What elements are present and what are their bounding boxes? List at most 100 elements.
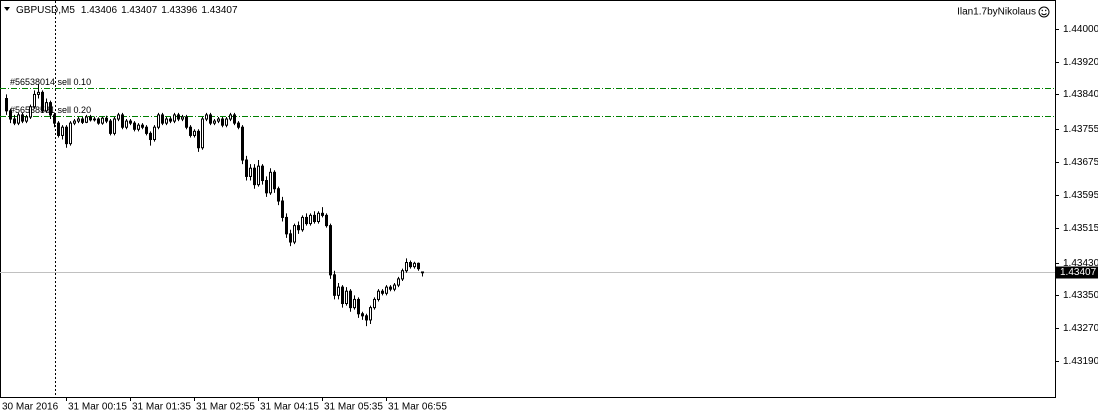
candle-body	[5, 98, 8, 112]
candle-body	[273, 171, 276, 190]
header-high: 1.43407	[121, 5, 158, 16]
candle-body	[405, 262, 408, 272]
candle-body	[185, 116, 188, 128]
candle-body	[165, 118, 168, 124]
candle-body	[9, 110, 12, 120]
candle-body	[417, 262, 420, 270]
symbol-menu-arrow[interactable]	[4, 7, 10, 11]
x-tick-label: 31 Mar 06:55	[388, 402, 447, 413]
candle-body	[361, 313, 364, 317]
candle-body	[225, 118, 228, 126]
candle-body	[177, 114, 180, 120]
candle-body	[161, 114, 164, 124]
candle-body	[249, 167, 252, 177]
plot-frame	[0, 0, 1056, 398]
candle-body	[201, 118, 204, 149]
x-tick-label: 30 Mar 2016	[2, 402, 59, 413]
candle-body	[149, 132, 152, 141]
x-tick-label: 31 Mar 04:15	[260, 402, 319, 413]
candle-body	[309, 214, 312, 225]
price-box	[1056, 266, 1098, 279]
candle-body	[209, 114, 212, 124]
candle-body	[121, 114, 124, 128]
candle-body	[57, 122, 60, 136]
candle-body	[173, 114, 176, 122]
candle-body	[213, 120, 216, 124]
candle-body	[305, 216, 308, 225]
candle-body	[125, 120, 128, 128]
candle-body	[181, 116, 184, 120]
y-tick-label: 1.43350	[1063, 290, 1098, 301]
candle-body	[281, 200, 284, 218]
order-label: #56538014 sell 0.10	[10, 77, 91, 87]
candle-body	[29, 106, 32, 118]
candle-body	[257, 165, 260, 186]
y-tick-label: 1.43190	[1063, 356, 1098, 367]
y-tick-label: 1.43675	[1063, 157, 1098, 168]
chart-header: GBPUSD,M5 1.43406 1.43407 1.43396 1.43407	[16, 5, 238, 16]
y-tick-label: 1.43515	[1063, 223, 1098, 234]
candle-body	[277, 188, 280, 202]
candle-body	[13, 118, 16, 124]
candle-body	[297, 225, 300, 231]
candle-body	[413, 262, 416, 268]
candle-body	[89, 116, 92, 121]
x-tick-label: 31 Mar 05:35	[324, 402, 383, 413]
candle-body	[369, 307, 372, 321]
candle-body	[105, 117, 108, 122]
candle-body	[341, 286, 344, 305]
smiley-icon	[1038, 6, 1050, 18]
x-tick-label: 31 Mar 02:55	[196, 402, 255, 413]
candle-body	[137, 124, 140, 130]
candle-body	[357, 298, 360, 315]
expert-name: Ilan1.7byNikolaus	[957, 7, 1036, 18]
candle-body	[345, 290, 348, 305]
candle-body	[313, 214, 316, 223]
candle-body	[49, 102, 52, 116]
candle-body	[77, 118, 80, 122]
candle-body	[73, 120, 76, 124]
candle-body	[261, 165, 264, 182]
candle-body	[193, 130, 196, 136]
candle-body	[113, 118, 116, 134]
candle-body	[93, 118, 96, 121]
candle-body	[21, 114, 24, 122]
y-tick-label: 1.43920	[1063, 57, 1098, 68]
candle-body	[389, 286, 392, 290]
candle-body	[285, 216, 288, 235]
y-tick-label: 1.43430	[1063, 258, 1098, 269]
candle-body	[321, 212, 324, 216]
x-tick-label: 31 Mar 01:35	[132, 402, 191, 413]
candle-body	[85, 116, 88, 123]
candle-body	[25, 116, 28, 122]
candle-body	[317, 212, 320, 223]
candle-body	[269, 171, 272, 194]
candle-body	[157, 114, 160, 128]
candle-body	[325, 214, 328, 227]
candle-body	[37, 91, 40, 95]
price-box-label: 1.43407	[1060, 267, 1097, 278]
candle-body	[381, 290, 384, 294]
y-tick-label: 1.43755	[1063, 124, 1098, 135]
candle-body	[401, 270, 404, 280]
candle-body	[293, 225, 296, 243]
candle-body	[233, 114, 236, 124]
candle-body	[337, 286, 340, 296]
candle-body	[217, 118, 220, 122]
candle-body	[153, 126, 156, 141]
candle-body	[409, 262, 412, 268]
candle-body	[109, 120, 112, 134]
smiley-eye	[1045, 9, 1047, 12]
candle-body	[69, 122, 72, 145]
x-tick-label: 31 Mar 00:15	[68, 402, 127, 413]
candle-body	[393, 284, 396, 290]
candle-body	[237, 122, 240, 128]
candle-body	[97, 118, 100, 124]
symbol: GBPUSD,M5	[16, 5, 75, 16]
header-open: 1.43406	[81, 5, 118, 16]
y-tick-label: 1.43595	[1063, 190, 1098, 201]
candle-body	[129, 120, 132, 124]
candle-body	[65, 126, 68, 145]
candle-body	[101, 117, 104, 124]
